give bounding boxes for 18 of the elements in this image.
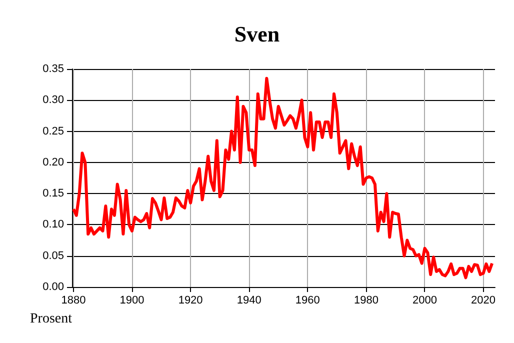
y-tick-label: 0.05 [42, 250, 64, 262]
y-tick-label: 0.10 [42, 218, 64, 231]
x-tick-label: 2000 [412, 294, 437, 306]
y-tick-label: 0.20 [42, 156, 64, 168]
x-tick-label: 2020 [471, 294, 496, 306]
x-tick-label: 1940 [236, 294, 262, 306]
y-tick-label: 0.00 [42, 281, 64, 293]
chart-title: Sven [234, 22, 280, 46]
y-tick-label: 0.15 [42, 188, 64, 200]
x-tick-label: 1960 [295, 294, 320, 306]
x-tick-label: 1880 [61, 294, 86, 306]
x-tick-label: 1900 [120, 294, 144, 306]
y-tick-label: 0.25 [42, 125, 64, 138]
x-tick-label: 1920 [178, 294, 203, 306]
y-axis-title: Prosent [30, 312, 72, 326]
y-tick-label: 0.35 [42, 63, 64, 75]
y-tick-label: 0.30 [42, 94, 64, 106]
x-tick-label: 1980 [354, 294, 378, 306]
